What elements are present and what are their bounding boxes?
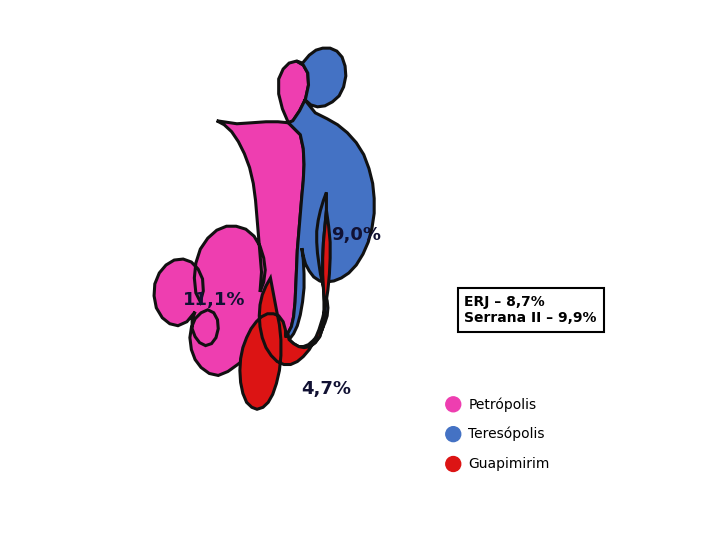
Text: Petrópolis: Petrópolis [468,397,536,411]
Text: 11,1%: 11,1% [184,291,246,309]
Text: 4,7%: 4,7% [302,380,351,399]
Circle shape [446,427,461,442]
Text: 9,0%: 9,0% [331,226,382,244]
Circle shape [446,456,461,471]
Text: ERJ – 8,7%
Serrana II – 9,9%: ERJ – 8,7% Serrana II – 9,9% [464,295,597,325]
Polygon shape [287,48,374,348]
Polygon shape [154,61,308,375]
Circle shape [446,397,461,412]
Polygon shape [240,210,330,409]
Text: Guapimirim: Guapimirim [468,457,549,471]
Text: Teresópolis: Teresópolis [468,427,545,441]
